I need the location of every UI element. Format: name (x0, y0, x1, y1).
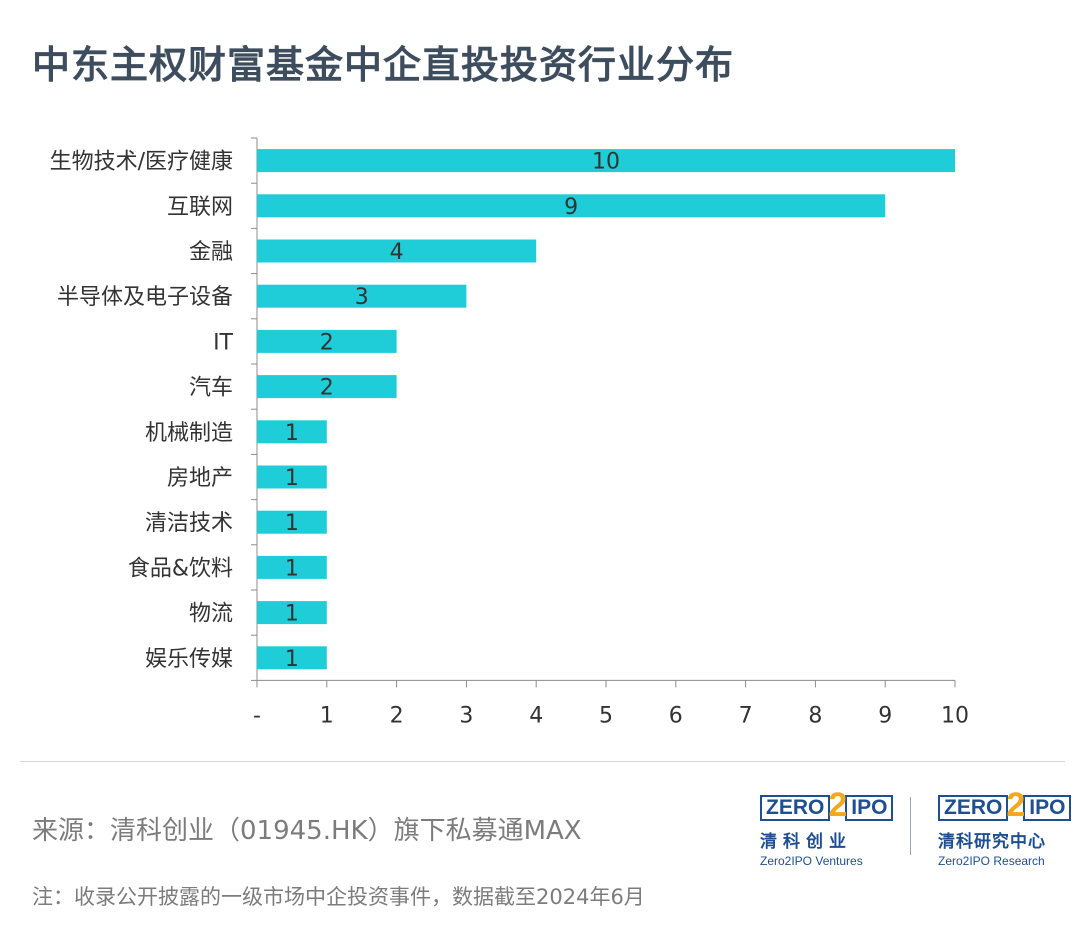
x-tick-label: 8 (808, 703, 822, 728)
data-label: 2 (320, 376, 334, 401)
x-tick-label: 10 (941, 703, 969, 728)
data-label: 9 (564, 195, 578, 220)
data-label: 10 (592, 150, 620, 175)
logo-en-name: Zero2IPO Research (938, 854, 1045, 868)
zero2ipo-mark: ZERO 2 IPO (760, 786, 894, 824)
logo-two-text: 2 (828, 786, 848, 824)
logo-zero-text: ZERO (938, 795, 1009, 821)
data-label: 2 (320, 330, 334, 355)
x-tick-label: 5 (599, 703, 613, 728)
category-label: 物流 (189, 602, 233, 627)
logo-ipo-text: IPO (845, 795, 894, 821)
x-tick-label: 7 (739, 703, 753, 728)
note-text: 注：收录公开披露的一级市场中企投资事件，数据截至2024年6月 (32, 885, 645, 909)
bar-7 (257, 420, 327, 444)
bar-4 (257, 284, 467, 308)
x-tick-label: 9 (878, 703, 892, 728)
bar-12 (257, 646, 327, 670)
bar-3 (257, 239, 537, 263)
category-label: 互联网 (167, 195, 233, 220)
bar-5 (257, 329, 397, 353)
bar-10 (257, 555, 327, 579)
category-label: IT (213, 330, 233, 355)
bar-6 (257, 375, 397, 399)
data-label: 1 (285, 511, 299, 536)
x-tick-label: 3 (459, 703, 473, 728)
x-tick-label: 1 (320, 703, 334, 728)
bar-8 (257, 465, 327, 489)
data-label: 1 (285, 602, 299, 627)
bar-1 (257, 149, 955, 173)
x-tick-label: - (253, 703, 261, 728)
data-label: 1 (285, 466, 299, 491)
data-label: 4 (390, 240, 404, 265)
category-label: 生物技术/医疗健康 (50, 150, 233, 175)
category-label: 清洁技术 (145, 511, 233, 536)
data-label: 3 (355, 285, 369, 310)
data-label: 1 (285, 556, 299, 581)
category-label: 半导体及电子设备 (57, 285, 233, 310)
bar-11 (257, 601, 327, 625)
category-label: 娱乐传媒 (145, 647, 233, 672)
zero2ipo-mark: ZERO 2 IPO (938, 786, 1072, 824)
zero2ipo-research-logo: ZERO 2 IPO 清科研究中心 Zero2IPO Research (938, 786, 1072, 868)
x-tick-label: 2 (390, 703, 404, 728)
category-label: 汽车 (189, 376, 233, 401)
chart-title: 中东主权财富基金中企直投投资行业分布 (32, 43, 735, 87)
logo-en-name: Zero2IPO Ventures (760, 854, 863, 868)
logo-two-text: 2 (1006, 786, 1026, 824)
logo-ipo-text: IPO (1023, 795, 1072, 821)
zero2ipo-ventures-logo: ZERO 2 IPO 清科创业 Zero2IPO Ventures (760, 786, 894, 868)
bar-chart: 生物技术/医疗健康 10 互联网 9 金融 4 半导体及电子设备 3 IT 2 汽车 2 机械制造 1 房地… (50, 137, 969, 728)
logo-cn-name: 清科研究中心 (938, 832, 1046, 852)
bar-9 (257, 510, 327, 534)
logo-separator (910, 797, 911, 855)
logo-zero-text: ZERO (760, 795, 831, 821)
data-label: 1 (285, 647, 299, 672)
category-label: 机械制造 (145, 421, 233, 446)
logo-cn-name: 清科创业 (760, 832, 852, 852)
bar-2 (257, 194, 886, 218)
category-label: 房地产 (167, 466, 233, 491)
source-text: 来源：清科创业（01945.HK）旗下私募通MAX (32, 816, 582, 846)
footer-divider (20, 761, 1065, 762)
category-label: 食品&饮料 (128, 556, 233, 581)
x-tick-label: 4 (529, 703, 543, 728)
category-label: 金融 (189, 240, 233, 265)
data-label: 1 (285, 421, 299, 446)
x-tick-label: 6 (669, 703, 683, 728)
